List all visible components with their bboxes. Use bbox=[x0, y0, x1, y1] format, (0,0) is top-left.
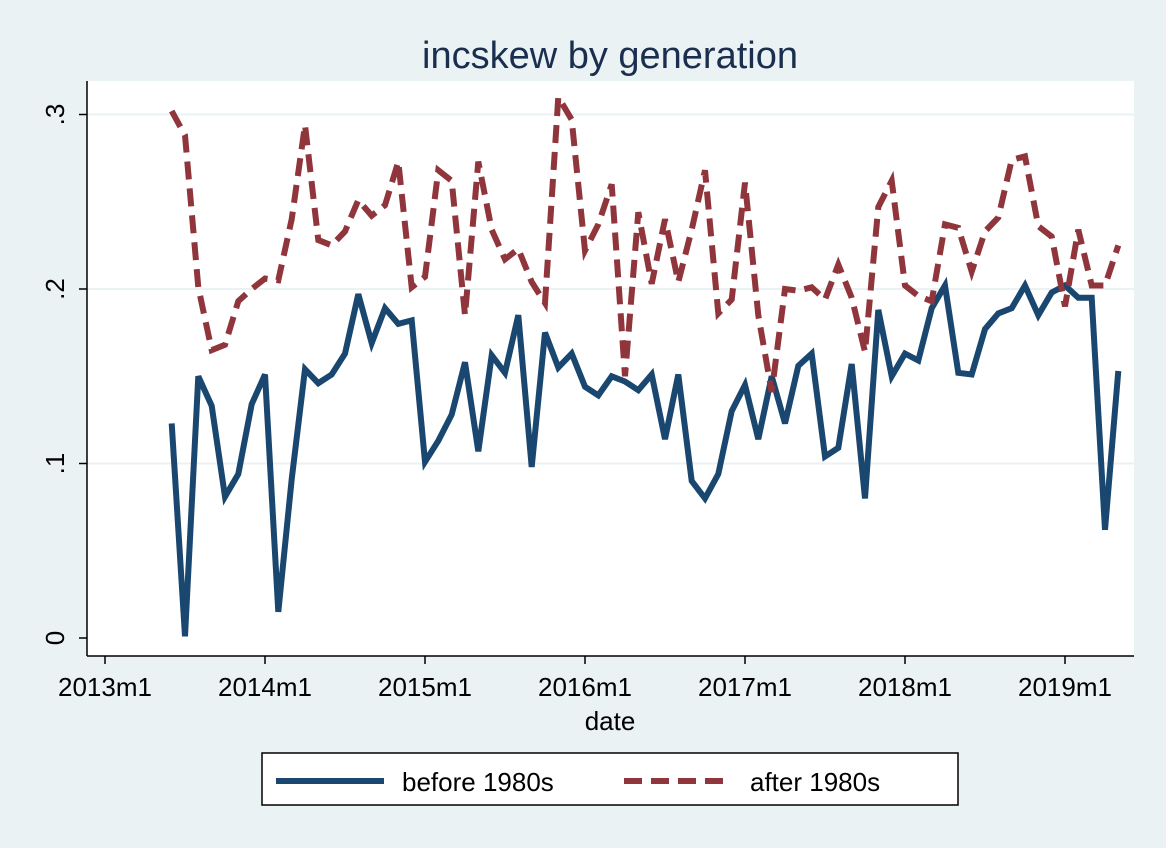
x-tick-label: 2016m1 bbox=[538, 672, 632, 702]
y-axis-ticks: 0 .1 .2 .3 bbox=[40, 104, 87, 645]
legend-label: after 1980s bbox=[750, 767, 880, 797]
series-lines bbox=[168, 87, 1122, 637]
x-tick-label: 2014m1 bbox=[218, 672, 312, 702]
y-tick-label: .1 bbox=[40, 453, 70, 475]
legend: before 1980s after 1980s bbox=[276, 767, 880, 797]
x-tick-label: 2013m1 bbox=[58, 672, 152, 702]
x-tick-label: 2015m1 bbox=[378, 672, 472, 702]
y-tick-label: .2 bbox=[40, 278, 70, 300]
x-tick-label: 2018m1 bbox=[858, 672, 952, 702]
x-tick-label: 2019m1 bbox=[1018, 672, 1112, 702]
legend-label: before 1980s bbox=[402, 767, 554, 797]
y-tick-label: .3 bbox=[40, 104, 70, 126]
grid-lines bbox=[87, 113, 1134, 465]
chart-title: incskew by generation bbox=[422, 35, 798, 77]
series-line-after-1980s bbox=[169, 87, 1122, 393]
x-axis-title: date bbox=[585, 706, 636, 736]
series-line-before-1980s bbox=[168, 276, 1122, 637]
x-tick-label: 2017m1 bbox=[698, 672, 792, 702]
x-axis-ticks: 2013m1 2014m1 2015m1 2016m1 2017m1 2018m1 2019… bbox=[58, 656, 1112, 702]
y-tick-label: 0 bbox=[40, 631, 70, 645]
plot-area bbox=[87, 81, 1134, 656]
